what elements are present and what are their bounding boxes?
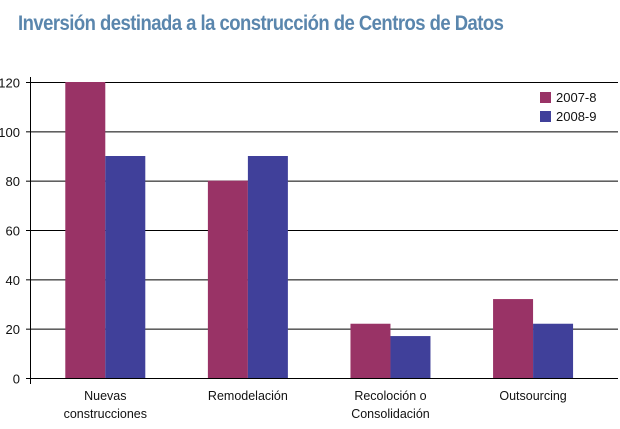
bar-2007-8-2	[350, 323, 391, 378]
bar-2007-8-0	[65, 82, 106, 378]
bar-2007-8-1	[207, 180, 248, 378]
x-category-label: Consolidación	[351, 407, 430, 421]
y-tick-label: 40	[6, 273, 20, 288]
legend-swatch	[540, 111, 551, 122]
chart-title: Inversión destinada a la construcción de…	[18, 12, 504, 35]
bar-2008-9-1	[247, 156, 288, 378]
bar-2008-9-0	[105, 156, 146, 378]
y-tick-label: 0	[13, 372, 20, 387]
legend-swatch	[540, 92, 551, 103]
x-category-label: Outsourcing	[499, 389, 566, 403]
legend-label: 2008-9	[556, 109, 596, 124]
x-category-label: Remodelación	[208, 389, 288, 403]
y-tick-label: 100	[0, 125, 20, 140]
x-category-label: construcciones	[64, 407, 147, 421]
x-category-label: Recoloción o	[354, 389, 426, 403]
x-category-label: Nuevas	[84, 389, 126, 403]
bar-2008-9-3	[533, 323, 574, 378]
legend-label: 2007-8	[556, 90, 596, 105]
y-tick-label: 120	[0, 76, 20, 91]
y-tick-label: 20	[6, 322, 20, 337]
bar-2007-8-3	[493, 299, 534, 378]
bar-2008-9-2	[390, 336, 431, 378]
y-tick-label: 80	[6, 174, 20, 189]
y-tick-label: 60	[6, 224, 20, 239]
